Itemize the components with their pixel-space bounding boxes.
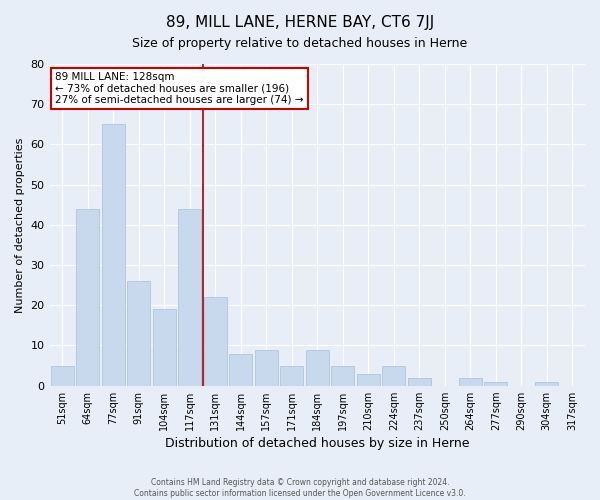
Bar [51,366,74,386]
Bar [408,378,431,386]
X-axis label: Distribution of detached houses by size in Herne: Distribution of detached houses by size … [165,437,470,450]
Bar [484,382,507,386]
Bar [153,310,176,386]
Bar [535,382,558,386]
Text: Contains HM Land Registry data © Crown copyright and database right 2024.
Contai: Contains HM Land Registry data © Crown c… [134,478,466,498]
Bar [357,374,380,386]
Text: 89 MILL LANE: 128sqm
← 73% of detached houses are smaller (196)
27% of semi-deta: 89 MILL LANE: 128sqm ← 73% of detached h… [55,72,304,105]
Text: 89, MILL LANE, HERNE BAY, CT6 7JJ: 89, MILL LANE, HERNE BAY, CT6 7JJ [166,15,434,30]
Bar [102,124,125,386]
Bar [76,209,99,386]
Bar [255,350,278,386]
Y-axis label: Number of detached properties: Number of detached properties [15,137,25,312]
Bar [459,378,482,386]
Text: Size of property relative to detached houses in Herne: Size of property relative to detached ho… [133,38,467,51]
Bar [229,354,252,386]
Bar [127,281,150,386]
Bar [280,366,303,386]
Bar [204,297,227,386]
Bar [306,350,329,386]
Bar [178,209,201,386]
Bar [382,366,405,386]
Bar [331,366,354,386]
